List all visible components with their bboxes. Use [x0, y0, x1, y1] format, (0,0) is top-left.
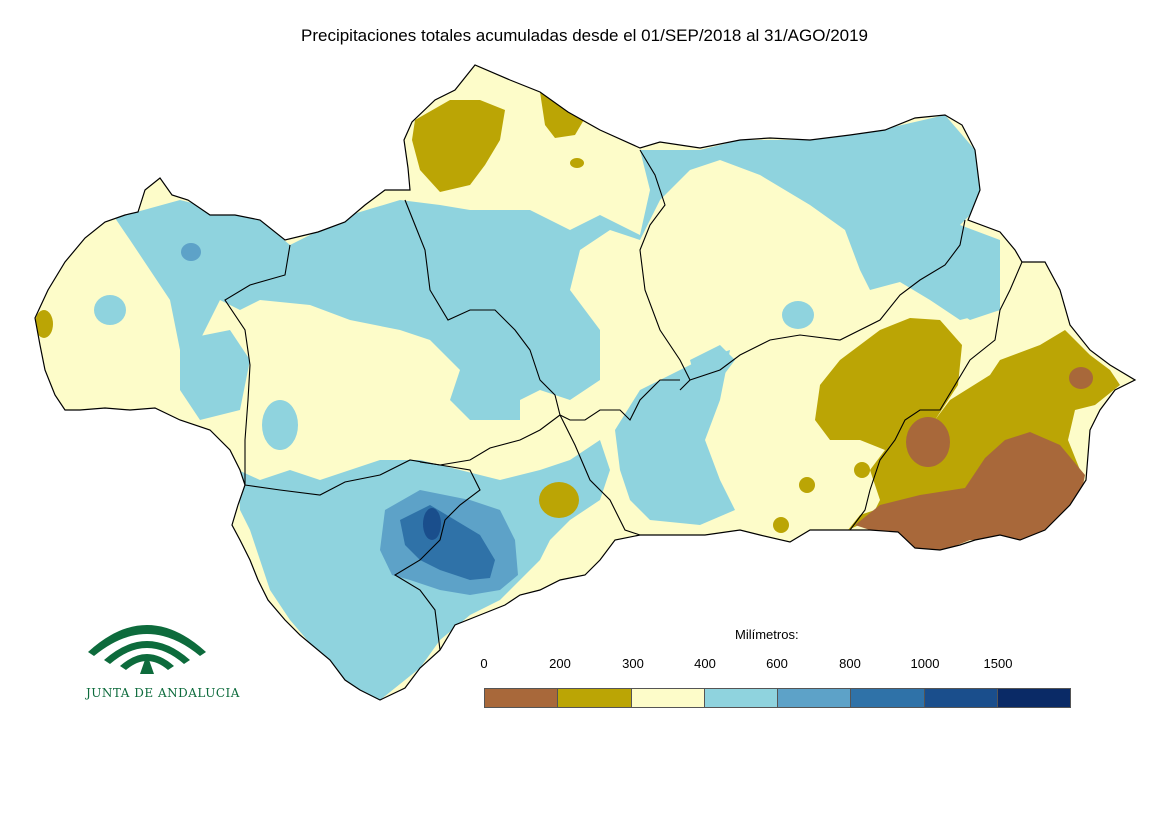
legend-label: 400 — [694, 656, 716, 671]
legend-label: 300 — [622, 656, 644, 671]
border-sevilla-cadiz — [244, 459, 441, 496]
legend-swatch — [558, 689, 632, 707]
legend-swatch — [778, 689, 852, 707]
legend-label: 1000 — [910, 656, 940, 671]
border-granada-almeria — [849, 261, 1023, 531]
legend-swatch — [485, 689, 559, 707]
logo-text: JUNTA DE ANDALUCIA — [86, 686, 240, 700]
junta-logo-icon — [88, 625, 206, 674]
legend-label: 200 — [549, 656, 571, 671]
legend-swatch — [924, 689, 998, 707]
border-jaen-granada — [689, 219, 966, 381]
border-cadiz-malaga — [393, 464, 481, 651]
map-title: Precipitaciones totales acumuladas desde… — [300, 26, 869, 45]
legend-swatch — [851, 689, 925, 707]
border-malaga-granada — [559, 414, 641, 536]
legend-swatch — [704, 689, 778, 707]
legend-label: 800 — [839, 656, 861, 671]
border-sevilla-cordoba — [404, 199, 561, 466]
border-cordoba-granada — [559, 379, 680, 421]
border-cordoba-jaen — [639, 149, 691, 391]
legend-swatch — [997, 689, 1070, 707]
legend-label: 0 — [480, 656, 488, 671]
legend-label: 1500 — [983, 656, 1013, 671]
legend-label: 600 — [766, 656, 788, 671]
legend-swatch — [631, 689, 705, 707]
legend-title: Milímetros: — [735, 627, 799, 642]
border-huelva-sevilla — [224, 244, 291, 485]
legend-color-bar — [484, 688, 1071, 708]
legend-labels: 0 200 300 400 600 800 1000 1500 — [0, 656, 1169, 676]
